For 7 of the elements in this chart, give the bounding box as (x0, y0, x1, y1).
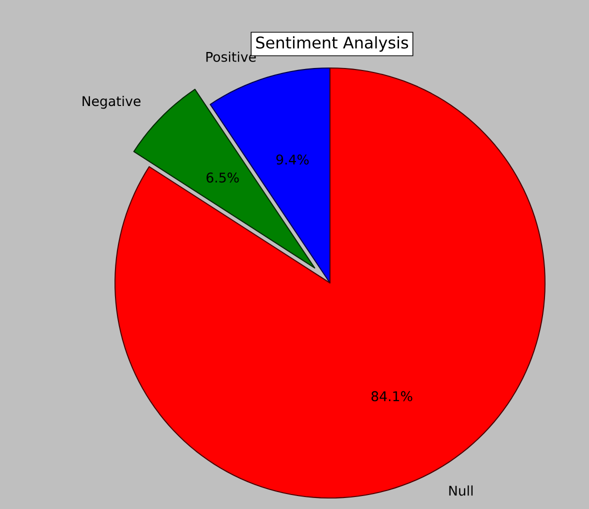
slice-label: Null (449, 485, 473, 496)
slice-label: Positive (206, 52, 256, 62)
data-label: 6.5% (206, 172, 239, 183)
data-label: 9.4% (276, 154, 309, 165)
data-label: 84.1% (372, 391, 412, 402)
slice-label: Negative (82, 96, 140, 109)
chart-title: Sentiment Analysis (256, 36, 408, 52)
